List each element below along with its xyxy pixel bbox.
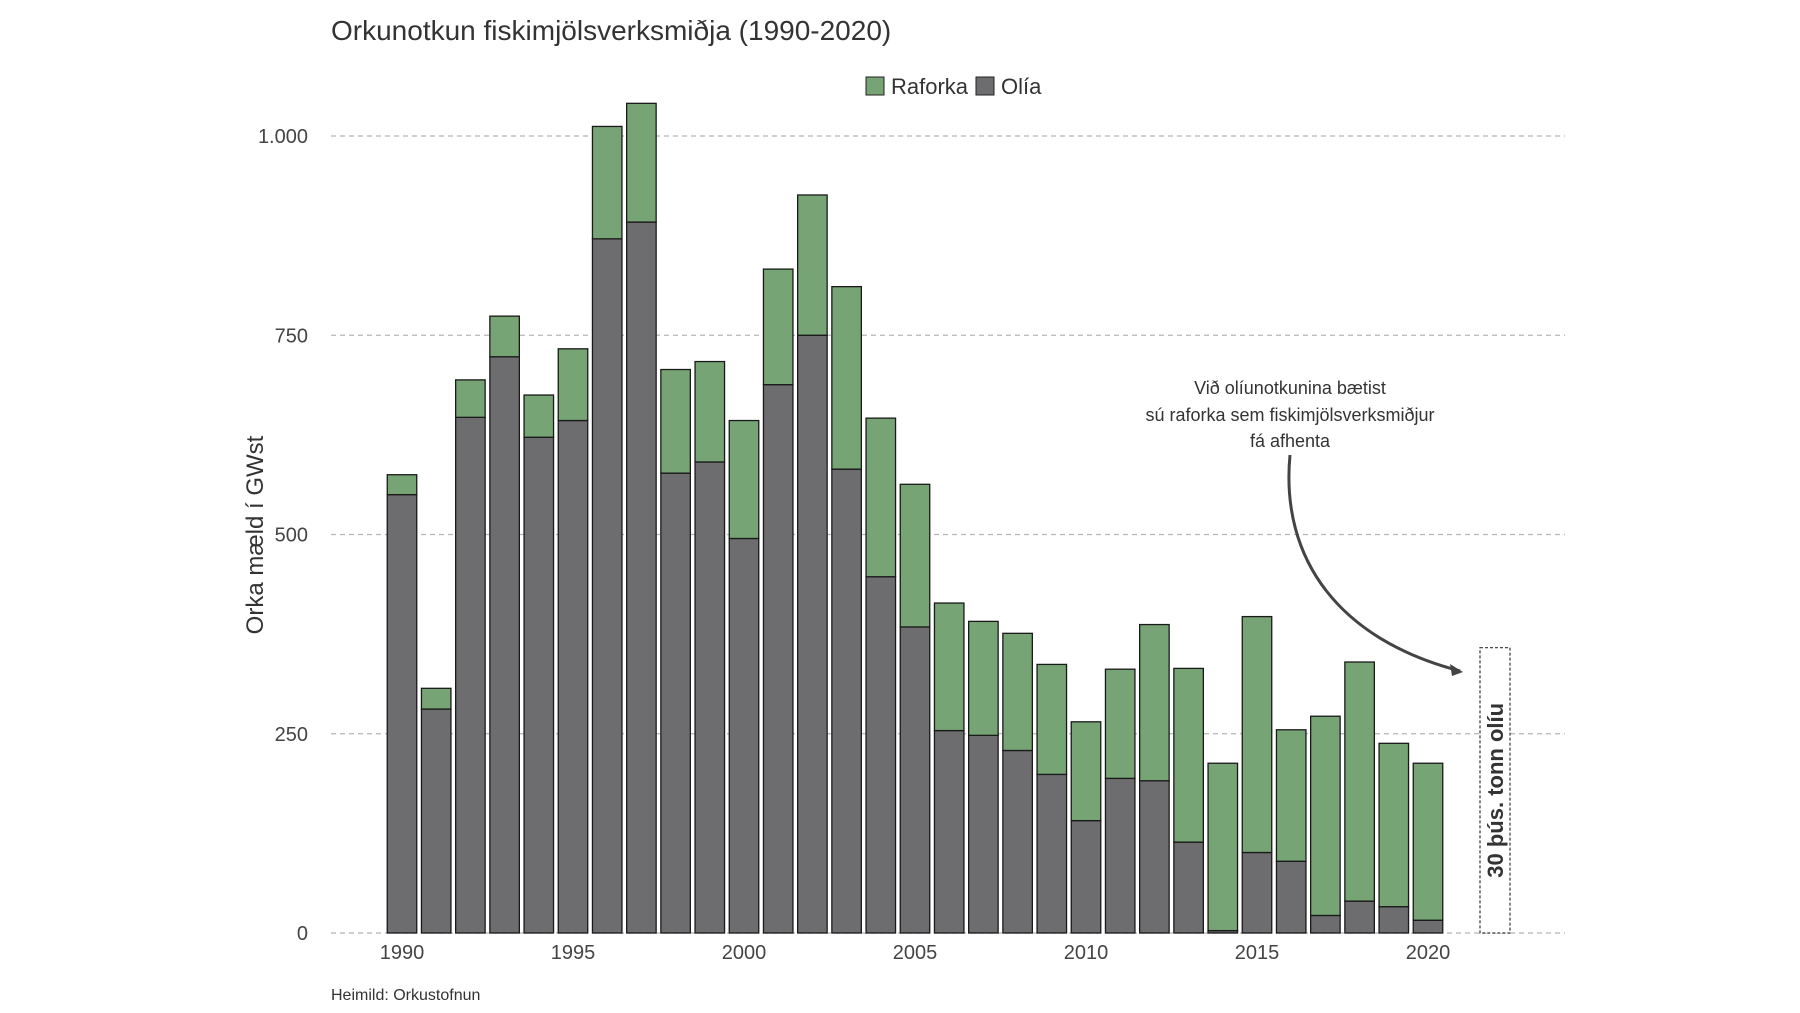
bar-olia-1997 (626, 221, 657, 934)
bar-olia-1990 (386, 493, 418, 934)
reference-box-frame (1479, 647, 1511, 934)
bar-raforka-2009 (1036, 663, 1068, 776)
bar-olia-1995 (557, 419, 589, 934)
bar-raforka-2018 (1344, 661, 1375, 902)
bar-raforka-1992 (454, 379, 486, 418)
bar-raforka-2015 (1241, 615, 1273, 854)
bar-raforka-2007 (968, 620, 999, 736)
x-tick-label: 2005 (893, 942, 938, 964)
legend-label-raforka: Raforka (891, 74, 969, 99)
bar-raforka-1994 (523, 394, 555, 438)
bar-raforka-2004 (865, 417, 897, 578)
bar-olia-2006 (933, 729, 965, 934)
bar-olia-2012 (1139, 780, 1170, 934)
annotation-arrow (1287, 454, 1461, 673)
y-tick-label: 0 (297, 923, 308, 945)
bar-olia-1992 (454, 416, 486, 934)
bar-raforka-2002 (797, 194, 828, 336)
y-ticks: 0 250 500 750 1.000 (258, 126, 308, 945)
y-tick-label: 1.000 (258, 126, 308, 148)
y-tick-label: 750 (275, 325, 308, 347)
chart-title: Orkunotkun fiskimjölsverksmiðja (1990-20… (331, 15, 891, 46)
bar-olia-2002 (797, 334, 828, 934)
bar-raforka-2016 (1275, 729, 1307, 862)
bar-olia-2020 (1412, 919, 1444, 934)
bar-olia-2008 (1002, 749, 1033, 934)
bar-raforka-2014 (1207, 762, 1239, 932)
y-tick-label: 250 (275, 724, 308, 746)
bar-olia-1999 (694, 461, 726, 934)
bar-raforka-2019 (1378, 742, 1410, 908)
legend: Raforka Olía (865, 74, 1042, 99)
x-tick-label: 2010 (1064, 942, 1109, 964)
x-ticks: 1990 1995 2000 2005 2010 2015 2020 (380, 942, 1451, 964)
bar-raforka-2013 (1173, 667, 1204, 843)
bar-raforka-1997 (626, 102, 657, 223)
bar-raforka-1999 (694, 360, 726, 463)
source-note: Heimild: Orkustofnun (331, 987, 480, 1004)
y-axis-label: Orka mæld í GWst (242, 435, 269, 634)
bar-olia-2001 (762, 384, 794, 934)
bar-raforka-2003 (831, 285, 862, 470)
bar-olia-2018 (1344, 900, 1375, 934)
bar-olia-1993 (489, 356, 521, 934)
annotation-line-1: Við olíunotkunina bætist (1194, 378, 1386, 398)
bars (386, 102, 1444, 934)
bar-olia-2011 (1104, 777, 1136, 934)
bar-raforka-2001 (762, 268, 794, 386)
bar-raforka-2006 (933, 602, 965, 732)
bar-raforka-2010 (1070, 721, 1102, 822)
bar-olia-1994 (523, 436, 555, 934)
bar-raforka-1995 (557, 348, 589, 422)
y-tick-label: 500 (275, 525, 308, 547)
bar-raforka-2020 (1412, 762, 1444, 921)
x-tick-label: 2020 (1406, 942, 1451, 964)
bar-raforka-1998 (660, 368, 691, 474)
bar-raforka-2017 (1310, 715, 1341, 917)
bar-olia-2019 (1378, 906, 1410, 934)
x-tick-label: 1990 (380, 942, 425, 964)
bar-olia-2013 (1173, 841, 1204, 934)
bar-olia-1996 (591, 238, 623, 934)
annotation-line-3: fá afhenta (1250, 431, 1331, 451)
bar-raforka-2008 (1002, 632, 1033, 752)
bar-olia-2000 (728, 537, 760, 934)
bar-olia-2015 (1241, 851, 1273, 934)
legend-swatch-olia (975, 76, 995, 96)
bar-olia-2009 (1036, 773, 1068, 934)
bar-olia-1998 (660, 472, 691, 934)
bar-olia-2003 (831, 468, 862, 934)
bar-raforka-1993 (489, 315, 521, 358)
bar-raforka-2011 (1104, 668, 1136, 780)
x-tick-label: 2000 (722, 942, 767, 964)
bar-raforka-1990 (386, 474, 418, 496)
bar-raforka-2012 (1139, 623, 1170, 782)
annotation-arrowhead (1450, 664, 1463, 676)
annotation: Við olíunotkunina bætist sú raforka sem … (1145, 378, 1463, 676)
bar-olia-2010 (1070, 819, 1102, 934)
bar-raforka-1991 (420, 687, 452, 710)
x-tick-label: 1995 (551, 942, 596, 964)
bar-raforka-2005 (899, 483, 931, 628)
bar-olia-2017 (1310, 914, 1341, 934)
legend-label-olia: Olía (1001, 74, 1042, 99)
bar-olia-2005 (899, 626, 931, 934)
bar-raforka-2000 (728, 419, 760, 540)
bar-olia-2016 (1275, 860, 1307, 934)
bar-olia-1991 (420, 708, 452, 934)
annotation-line-2: sú raforka sem fiskimjölsverksmiðjur (1145, 405, 1434, 425)
bar-olia-2007 (968, 734, 999, 934)
legend-swatch-raforka (865, 76, 885, 96)
x-tick-label: 2015 (1235, 942, 1280, 964)
bar-olia-2004 (865, 576, 897, 934)
bar-raforka-1996 (591, 125, 623, 240)
reference-box: 30 þús. tonn olíu (1479, 647, 1511, 934)
reference-box-label: 30 þús. tonn olíu (1483, 703, 1508, 878)
